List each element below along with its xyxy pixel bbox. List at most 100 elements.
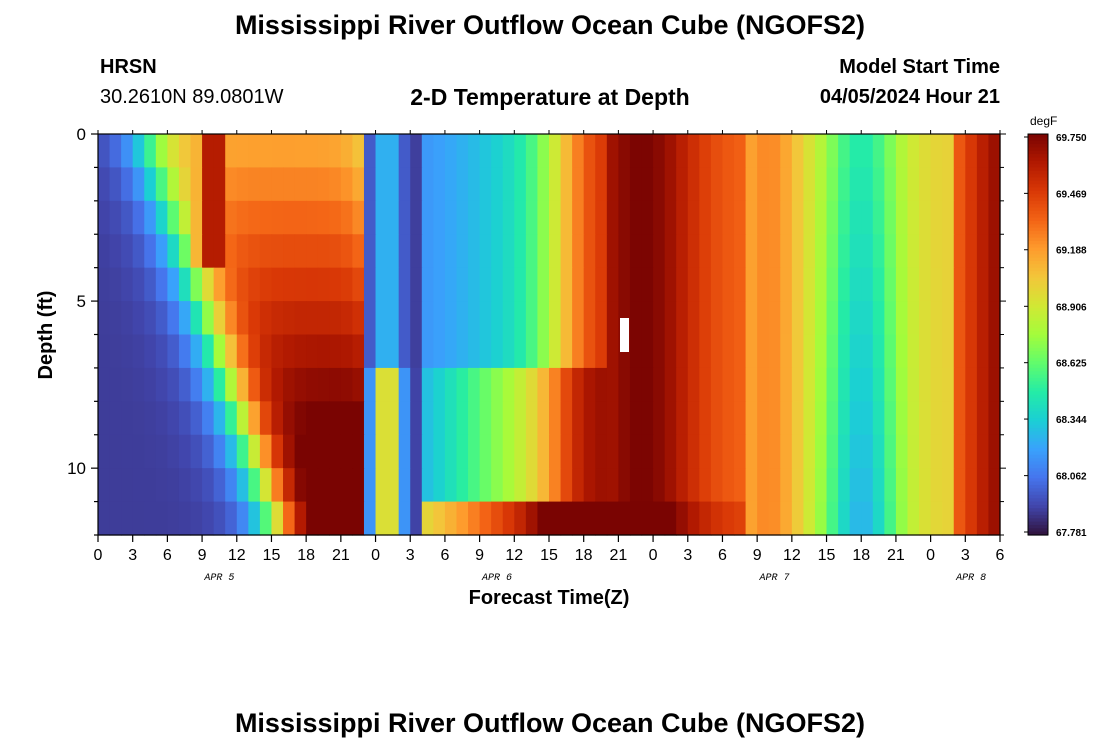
heatmap-cell [271, 301, 284, 336]
heatmap-cell [387, 401, 400, 436]
heatmap-cell [861, 134, 874, 169]
heatmap-cell [444, 434, 458, 469]
heatmap-cell [213, 468, 226, 503]
heatmap-cell [641, 200, 654, 235]
heatmap-cell [363, 167, 377, 202]
heatmap-cell [317, 434, 330, 469]
heatmap-cell [491, 468, 504, 503]
heatmap-cell [919, 301, 932, 336]
heatmap-cell [641, 501, 654, 536]
heatmap-cell [930, 167, 943, 202]
heatmap-cell [988, 167, 1001, 202]
heatmap-cell [629, 334, 643, 369]
heatmap-cell [109, 401, 122, 436]
heatmap-cell [710, 267, 724, 302]
heatmap-cell [814, 468, 828, 503]
heatmap-cell [814, 234, 828, 269]
heatmap-cell [132, 334, 145, 369]
heatmap-cell [919, 167, 932, 202]
heatmap-cell [583, 334, 596, 369]
heatmap-cell [757, 267, 770, 302]
heatmap-cell [745, 401, 758, 436]
colorbar-tick-label: 68.625 [1056, 359, 1087, 370]
x-tick-label: 21 [332, 547, 350, 564]
date-label: APR 6 [481, 573, 512, 584]
colorbar-segment [1028, 521, 1048, 526]
colorbar-segment [1028, 314, 1048, 319]
heatmap-cell [329, 267, 342, 302]
chart-title: Mississippi River Outflow Ocean Cube (NG… [234, 10, 866, 40]
heatmap-cell [109, 468, 122, 503]
heatmap-cell [976, 134, 990, 169]
heatmap-cell [398, 200, 411, 235]
heatmap-cell [872, 267, 885, 302]
heatmap-cell [722, 167, 735, 202]
heatmap-cell [606, 334, 619, 369]
heatmap-cell [178, 234, 192, 269]
colorbar-segment [1028, 217, 1048, 222]
heatmap-cell [144, 200, 157, 235]
heatmap-cell [190, 167, 203, 202]
heatmap-cell [525, 134, 539, 169]
heatmap-cell [734, 367, 747, 402]
heatmap-cell [178, 501, 192, 536]
heatmap-cell [687, 301, 700, 336]
colorbar-segment [1028, 504, 1048, 509]
heatmap-cell [606, 468, 619, 503]
heatmap-cell [768, 468, 781, 503]
colorbar-segment [1028, 514, 1048, 519]
heatmap-cell [421, 434, 434, 469]
heatmap-cell [953, 434, 966, 469]
heatmap-cell [144, 334, 157, 369]
colorbar-segment [1028, 461, 1048, 466]
colorbar-segment [1028, 438, 1048, 443]
heatmap-cell [433, 134, 446, 169]
heatmap-cell [167, 167, 180, 202]
heatmap-cell [791, 468, 805, 503]
heatmap-cell [329, 401, 342, 436]
heatmap-cell [98, 267, 111, 302]
colorbar-segment [1028, 134, 1048, 138]
heatmap-cell [306, 267, 319, 302]
heatmap-cell [734, 401, 747, 436]
heatmap-cell [283, 501, 296, 536]
heatmap-cell [861, 401, 874, 436]
heatmap-cell [167, 134, 180, 169]
heatmap-cell [213, 200, 226, 235]
heatmap-cell [421, 167, 434, 202]
heatmap-cell [838, 434, 851, 469]
colorbar-segment [1028, 441, 1048, 446]
x-tick-label: 18 [852, 547, 870, 564]
heatmap-cell [641, 401, 654, 436]
colorbar-segment [1028, 267, 1048, 272]
heatmap-cell [259, 468, 273, 503]
x-tick-label: 9 [475, 547, 484, 564]
heatmap-cell [421, 501, 434, 536]
heatmap-cell [537, 434, 550, 469]
heatmap-cell [942, 367, 955, 402]
colorbar-segment [1028, 164, 1048, 169]
heatmap-cell [190, 367, 203, 402]
colorbar-segment [1028, 214, 1048, 219]
heatmap-cell [190, 334, 203, 369]
heatmap-cell [259, 200, 273, 235]
heatmap-cell [710, 501, 724, 536]
heatmap-cell [618, 434, 631, 469]
heatmap-cell [444, 167, 458, 202]
heatmap-cell [618, 267, 631, 302]
heatmap-cell [236, 301, 249, 336]
heatmap-cell [468, 134, 481, 169]
heatmap-cell [572, 401, 585, 436]
heatmap-cell [387, 434, 400, 469]
heatmap-cell [872, 468, 885, 503]
heatmap-cell [456, 501, 469, 536]
heatmap-cell [549, 501, 562, 536]
heatmap-cell [317, 200, 330, 235]
heatmap-cell [479, 301, 492, 336]
heatmap-cell [190, 301, 203, 336]
heatmap-cell [861, 200, 874, 235]
colorbar-segment [1028, 374, 1048, 379]
heatmap-cell [722, 134, 735, 169]
heatmap-cell [664, 401, 677, 436]
heatmap-cell [861, 267, 874, 302]
